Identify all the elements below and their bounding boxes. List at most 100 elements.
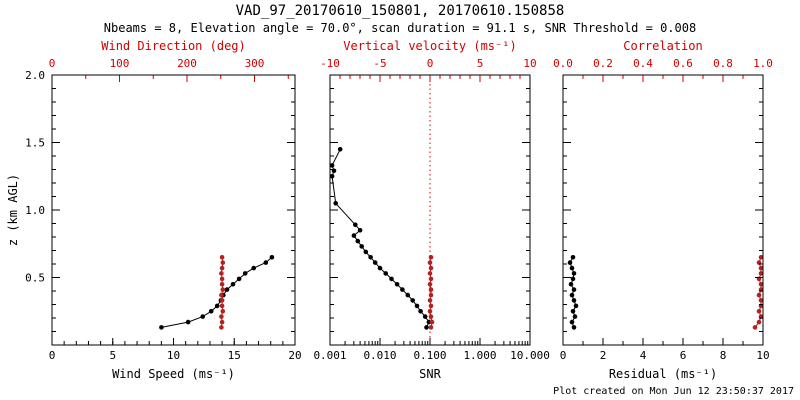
- top-tick-label: 0.6: [673, 57, 693, 70]
- correlation-point: [756, 309, 762, 314]
- top-tick-label: 10: [523, 57, 536, 70]
- wind-direction-point: [219, 282, 225, 287]
- wind-speed-point: [185, 319, 191, 325]
- x-tick-label: 0: [560, 349, 567, 362]
- top-tick-label: 1.0: [753, 57, 773, 70]
- correlation-point: [758, 271, 764, 276]
- top-axis-title: Correlation: [623, 39, 702, 53]
- top-tick-label: -5: [373, 57, 386, 70]
- residual-point: [570, 276, 576, 282]
- vertical-velocity-point: [428, 303, 434, 309]
- snr-point: [422, 314, 428, 319]
- wind-speed-point: [269, 254, 275, 260]
- snr-point: [389, 276, 394, 282]
- top-tick-label: 0.0: [553, 57, 573, 70]
- wind-direction-point: [219, 303, 225, 309]
- residual-point: [567, 260, 573, 265]
- wind-direction-point: [219, 265, 225, 271]
- snr-point: [329, 174, 335, 179]
- x-tick-label: 5: [109, 349, 116, 362]
- top-tick-label: 0.2: [593, 57, 613, 70]
- snr-point: [353, 222, 358, 228]
- top-tick-label: 0: [427, 57, 434, 70]
- snr-point: [372, 260, 378, 265]
- x-tick-label: 0.010: [363, 349, 396, 362]
- panel-frame: [51, 74, 296, 346]
- snr-point: [410, 298, 416, 303]
- vertical-velocity-point: [428, 287, 434, 292]
- correlation-point: [756, 292, 762, 298]
- wind-direction-point: [219, 319, 225, 325]
- x-tick-label: 10: [756, 349, 769, 362]
- vertical-velocity-point: [427, 271, 433, 276]
- vertical-velocity-point: [427, 309, 433, 314]
- wind-direction-point: [220, 260, 226, 265]
- y-tick-label: 2.0: [25, 69, 45, 82]
- top-axis-title: Vertical velocity (ms⁻¹): [343, 39, 516, 53]
- residual-point: [571, 287, 577, 292]
- x-tick-label: 1.000: [463, 349, 496, 362]
- top-tick-label: 200: [177, 57, 197, 70]
- wind-speed-point: [208, 309, 214, 314]
- top-tick-label: 0.4: [633, 57, 653, 70]
- vertical-velocity-point: [428, 325, 434, 330]
- x-tick-label: 0.001: [313, 349, 346, 362]
- y-tick-label: 1.0: [25, 204, 45, 217]
- snr-point: [400, 287, 405, 292]
- top-tick-label: 0.8: [713, 57, 733, 70]
- y-axis-label: z (km AGL): [6, 173, 20, 247]
- vertical-velocity-point: [427, 282, 433, 287]
- snr-point: [377, 265, 383, 271]
- x-tick-label: 2: [600, 349, 607, 362]
- snr-point: [355, 238, 361, 244]
- wind-direction-point: [219, 314, 224, 319]
- wind-direction-point: [219, 271, 224, 276]
- vertical-velocity-point: [428, 265, 434, 271]
- plot-title: VAD_97_20170610_150801, 20170610.150858: [235, 3, 565, 19]
- correlation-point: [758, 254, 764, 260]
- wind-direction-point: [220, 309, 226, 314]
- snr-point: [394, 282, 400, 287]
- panel-frame: [329, 74, 531, 346]
- snr-point: [418, 309, 423, 314]
- plot-subtitle: Nbeams = 8, Elevation angle = 70.0°, sca…: [103, 21, 697, 35]
- wind-direction-point: [219, 325, 224, 330]
- x-tick-label: 10.000: [510, 349, 550, 362]
- y-tick-label: 0.5: [25, 272, 45, 285]
- residual-point: [573, 303, 579, 309]
- top-tick-label: 100: [110, 57, 130, 70]
- x-tick-label: 20: [288, 349, 301, 362]
- residual-panel: 0 2 4 6 8 10 Residual (ms⁻¹) 0.0 0.2 0.4 0.6 0.8 1.0…: [553, 39, 773, 381]
- x-tick-label: 15: [228, 349, 241, 362]
- x-tick-label: 0: [49, 349, 56, 362]
- snr-panel: 0.001 0.010 0.100 1.000 10.000 SNR -10 -5 0 5 10 Ve…: [313, 39, 549, 381]
- wind-direction-point: [219, 254, 225, 260]
- wind-speed-point: [224, 287, 230, 292]
- x-tick-label: 0.100: [413, 349, 446, 362]
- top-tick-label: 0: [49, 57, 56, 70]
- snr-point: [351, 233, 357, 238]
- wind-direction-point: [219, 292, 224, 298]
- residual-point: [569, 292, 575, 298]
- wind-speed-point: [242, 271, 248, 276]
- snr-point: [357, 228, 363, 233]
- panel-frame: [562, 74, 764, 346]
- wind-direction-point: [220, 287, 226, 292]
- x-tick-label: 6: [680, 349, 687, 362]
- vertical-velocity-point: [427, 260, 433, 265]
- top-tick-label: 5: [477, 57, 484, 70]
- vertical-velocity-point: [428, 276, 434, 282]
- wind-direction-point: [219, 276, 225, 282]
- residual-point: [569, 319, 575, 325]
- correlation-point: [756, 319, 762, 325]
- x-tick-label: 10: [167, 349, 180, 362]
- wind-speed-point: [251, 265, 256, 271]
- residual-point: [571, 271, 577, 276]
- vertical-velocity-point: [428, 314, 434, 319]
- snr-point: [333, 201, 339, 206]
- bottom-axis-title: SNR: [419, 367, 441, 381]
- y-tick-label: 1.5: [25, 137, 45, 150]
- top-tick-label: 300: [245, 57, 265, 70]
- x-tick-label: 8: [720, 349, 727, 362]
